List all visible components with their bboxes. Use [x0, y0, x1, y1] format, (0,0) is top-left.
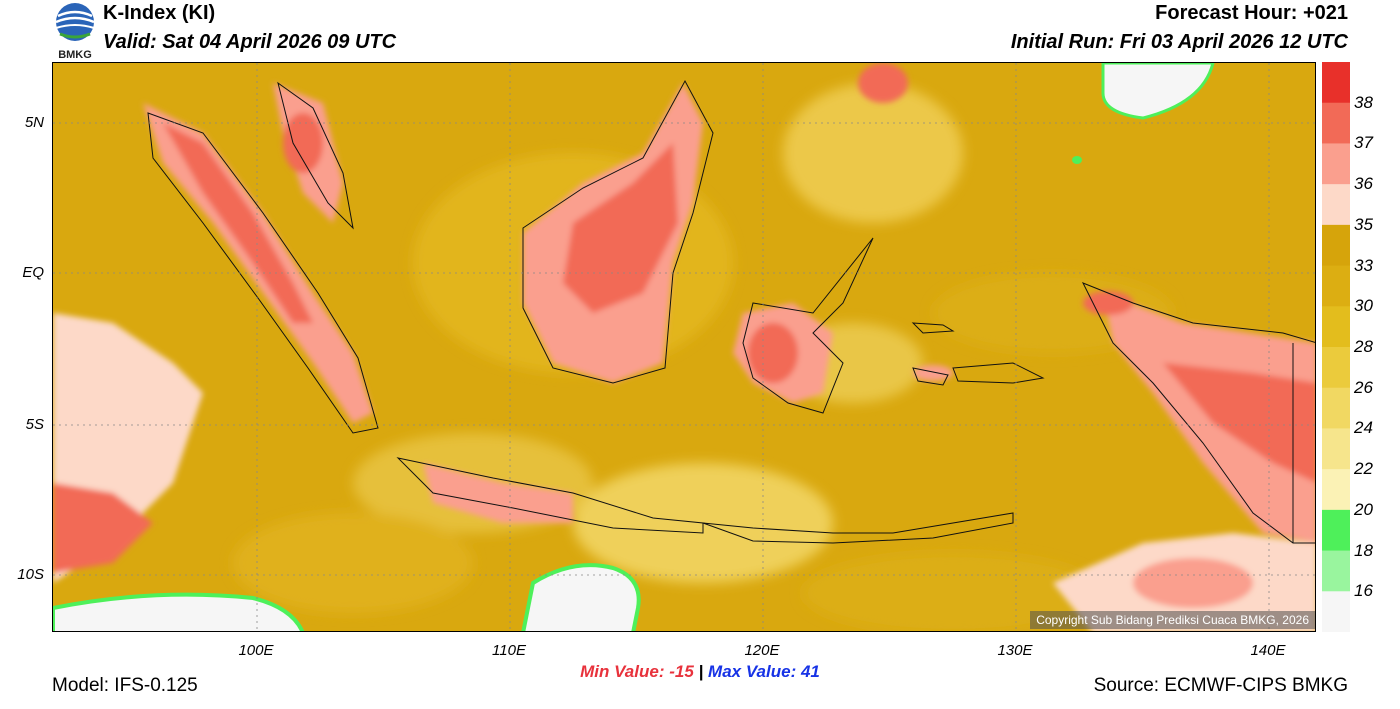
lat-label-5s: 5S	[25, 416, 44, 433]
lat-label-10s: 10S	[17, 566, 44, 583]
valid-time: Valid: Sat 04 April 2026 09 UTC	[103, 31, 397, 53]
colorbar-tick-label: 28	[1354, 337, 1373, 356]
lat-label-5n: 5N	[24, 114, 44, 131]
colorbar-segment	[1322, 387, 1350, 429]
bmkg-logo: BMKG	[52, 0, 98, 62]
lon-label-140e: 140E	[1250, 642, 1286, 659]
min-max-separator: |	[698, 662, 704, 681]
colorbar-segment	[1322, 550, 1350, 592]
coastlines	[147, 79, 1315, 544]
copyright-notice: Copyright Sub Bidang Prediksi Cuaca BMKG…	[1030, 611, 1315, 629]
lon-label-120e: 120E	[744, 642, 780, 659]
colorbar-segment	[1322, 306, 1350, 348]
colorbar-segment	[1322, 509, 1350, 552]
lon-label-110e: 110E	[492, 642, 526, 659]
colorbar-segment	[1322, 62, 1350, 104]
colorbar-segment	[1322, 224, 1350, 267]
colorbar-tick-label: 36	[1354, 174, 1373, 194]
colorbar-tick-label: 30	[1354, 296, 1373, 316]
max-label: Max Value:	[708, 662, 797, 681]
colorbar-tick-label: 18	[1354, 540, 1373, 560]
source-label: Source: ECMWF-CIPS BMKG	[1093, 675, 1348, 696]
lon-label-100e: 100E	[238, 642, 274, 659]
colorbar-segment	[1322, 102, 1350, 144]
page-title: K-Index (KI)	[103, 2, 216, 24]
max-value: 41	[800, 662, 820, 681]
colorbar-tick-label: 20	[1354, 499, 1373, 519]
min-label: Min Value:	[580, 662, 665, 681]
low-ki-areas	[53, 63, 1215, 631]
colorbar-tick-label: 26	[1354, 377, 1373, 397]
colorbar-segment	[1322, 347, 1350, 389]
lat-label-eq: EQ	[22, 264, 44, 281]
colorbar-tick-label: 24	[1354, 418, 1373, 438]
min-max-values: Min Value: -15 | Max Value: 41	[0, 662, 1400, 682]
colorbar-segment	[1322, 428, 1350, 470]
lon-label-130e: 130E	[997, 642, 1033, 659]
graticule	[53, 63, 1315, 631]
colorbar	[1322, 62, 1350, 633]
colorbar-segment	[1322, 591, 1350, 633]
forecast-hour: Forecast Hour: +021	[1155, 2, 1348, 24]
colorbar-segment	[1322, 184, 1350, 226]
colorbar-segment	[1322, 143, 1350, 185]
colorbar-tick-label: 38	[1354, 92, 1373, 112]
logo-text: BMKG	[58, 49, 92, 61]
min-value: -15	[669, 662, 694, 681]
model-label: Model: IFS-0.125	[52, 675, 198, 696]
k-index-map	[52, 62, 1316, 632]
colorbar-segment	[1322, 265, 1350, 307]
colorbar-tick-label: 16	[1354, 581, 1373, 601]
colorbar-segment	[1322, 469, 1350, 511]
high-ki-areas	[53, 63, 1315, 631]
colorbar-tick-label: 35	[1354, 214, 1373, 234]
colorbar-tick-label: 33	[1354, 255, 1373, 275]
colorbar-tick-label: 22	[1354, 459, 1373, 479]
initial-run: Initial Run: Fri 03 April 2026 12 UTC	[1010, 31, 1348, 53]
colorbar-tick-label: 37	[1354, 133, 1373, 153]
